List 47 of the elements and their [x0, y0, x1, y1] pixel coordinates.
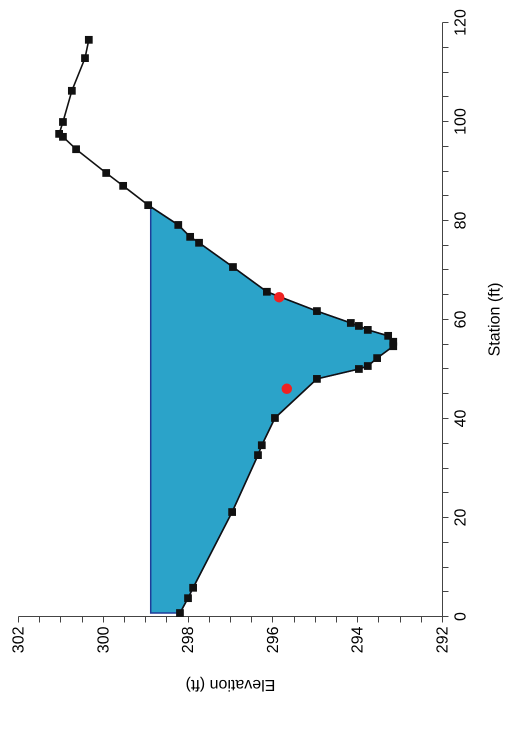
point	[355, 365, 363, 373]
point	[174, 221, 182, 229]
x-tick-label: 302	[10, 626, 28, 654]
point	[186, 232, 194, 241]
point	[364, 326, 372, 334]
x-tick-label: 296	[264, 626, 282, 654]
y-tick-label: 80	[452, 212, 470, 230]
y-axis-title: Station (ft)	[486, 282, 504, 356]
x-tick-label: 294	[350, 626, 367, 654]
point	[189, 584, 197, 592]
y-tick-label: 60	[452, 310, 470, 328]
point	[313, 375, 321, 383]
point	[72, 145, 80, 154]
point	[195, 238, 203, 247]
point	[364, 362, 372, 370]
x-tick-label: 300	[95, 626, 112, 654]
point	[373, 354, 381, 362]
point	[59, 118, 67, 126]
y-tick-label: 40	[452, 410, 470, 428]
point	[102, 169, 110, 177]
y-tick-label: 20	[452, 508, 470, 526]
point	[355, 322, 363, 330]
y-tick-label: 100	[452, 108, 470, 135]
y-tick-label: 120	[452, 9, 470, 36]
point	[282, 384, 292, 394]
point	[144, 201, 152, 210]
point	[271, 414, 279, 422]
point	[55, 130, 63, 138]
point	[346, 319, 355, 327]
point	[258, 441, 266, 450]
point	[81, 54, 89, 62]
point	[229, 263, 237, 271]
x-tick-label: 298	[180, 626, 198, 654]
point	[68, 86, 76, 95]
point	[263, 288, 271, 296]
point	[184, 594, 192, 602]
point	[254, 451, 262, 459]
point	[119, 182, 128, 190]
point	[384, 332, 392, 340]
point	[84, 36, 93, 44]
point	[176, 609, 184, 617]
x-axis-title: Elevation (ft)	[186, 676, 276, 694]
y-tick-label: 0	[452, 612, 470, 621]
point	[274, 292, 284, 302]
point	[313, 307, 321, 315]
x-tick-label: 292	[434, 626, 452, 654]
point	[228, 508, 236, 516]
